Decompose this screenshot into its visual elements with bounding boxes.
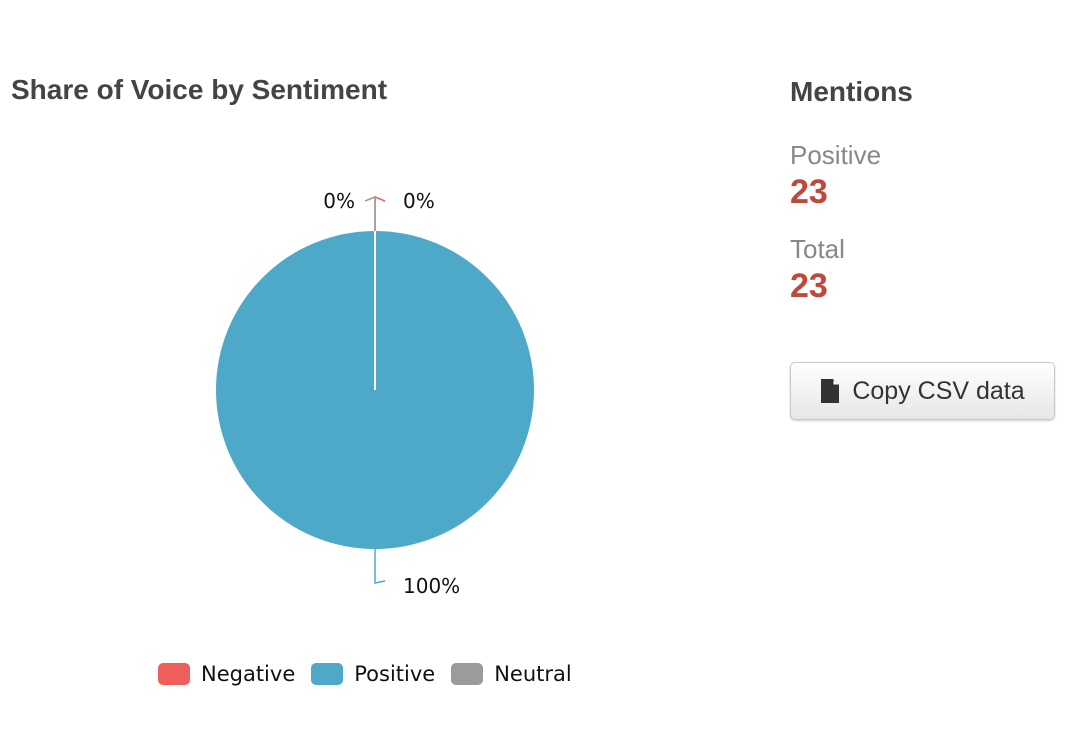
positive-mentions-value: 23 — [790, 173, 828, 211]
legend-label-positive: Positive — [354, 662, 436, 686]
copy-csv-button[interactable]: Copy CSV data — [790, 362, 1055, 420]
legend-item-negative[interactable]: Negative — [158, 662, 295, 686]
legend-swatch-negative — [158, 663, 190, 685]
legend-label-neutral: Neutral — [494, 662, 572, 686]
connector-neutral — [364, 195, 376, 231]
data-label-positive: 100% — [403, 574, 460, 598]
legend-swatch-neutral — [451, 663, 484, 685]
total-mentions-label: Total — [790, 234, 845, 264]
total-mentions-value: 23 — [790, 267, 828, 305]
connector-negative — [374, 195, 386, 231]
data-label-neutral: 0% — [323, 189, 355, 213]
mentions-title: Mentions — [790, 76, 913, 107]
chart-legend: Negative Positive Neutral — [158, 662, 588, 686]
data-label-negative: 0% — [403, 189, 435, 213]
legend-swatch-positive — [311, 663, 344, 685]
connector-positive — [374, 549, 386, 584]
document-icon — [821, 379, 840, 403]
legend-item-neutral[interactable]: Neutral — [451, 662, 572, 686]
chart-title: Share of Voice by Sentiment — [11, 74, 388, 105]
positive-mentions-label: Positive — [790, 140, 882, 170]
legend-item-positive[interactable]: Positive — [311, 662, 435, 686]
copy-csv-label: Copy CSV data — [852, 376, 1025, 405]
legend-label-negative: Negative — [201, 662, 296, 686]
mentions-panel: Mentions Positive 23 Total 23 — [790, 74, 1060, 306]
pie-chart: 0% 100% 0% — [216, 189, 534, 598]
